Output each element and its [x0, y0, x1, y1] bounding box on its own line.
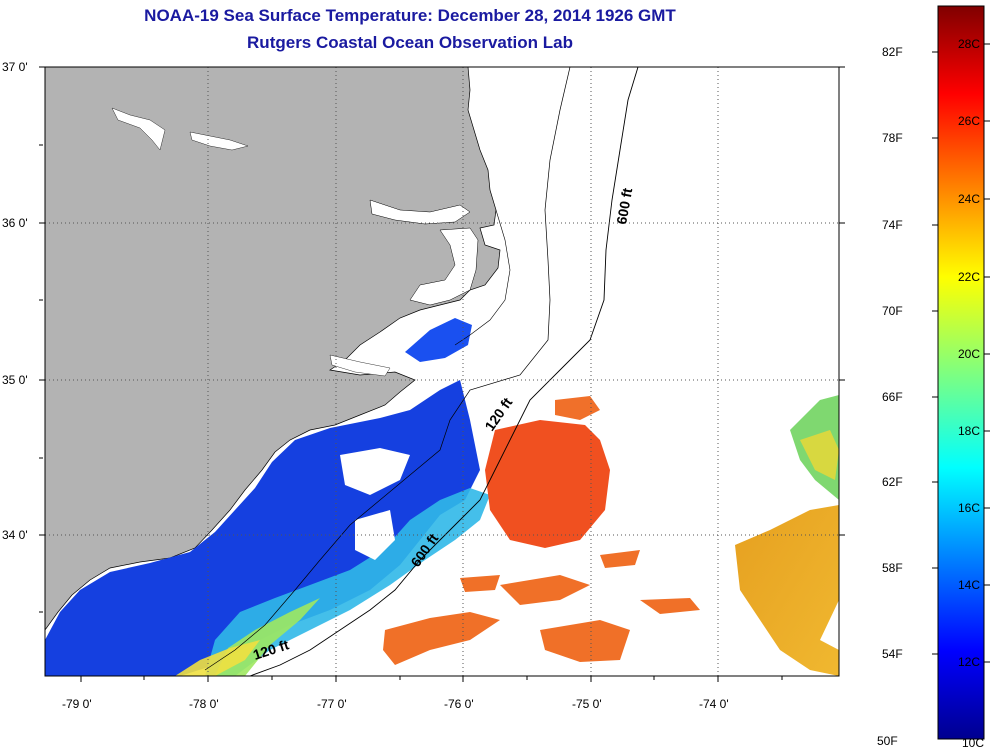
offshore-warm-patch — [735, 505, 839, 676]
lon-label-74: -74 0' — [699, 697, 729, 711]
lat-label-36: 36 0' — [2, 216, 28, 230]
cloud-gap — [340, 448, 410, 495]
map-title: NOAA-19 Sea Surface Temperature: Decembe… — [144, 6, 676, 25]
gulf-stream-patch — [555, 396, 600, 420]
cbar-f-54: 54F — [882, 647, 903, 661]
isobath-600ft-outer — [249, 67, 639, 676]
cloud-gap-2 — [355, 510, 395, 560]
contour-label-600ft-north: 600 ft — [613, 186, 635, 225]
lon-label-79: -79 0' — [62, 697, 92, 711]
colorbar — [937, 5, 985, 740]
cbar-c-18: 18C — [958, 424, 981, 438]
cbar-f-66: 66F — [882, 390, 903, 404]
cbar-f-74: 74F — [882, 218, 903, 232]
cbar-c-24: 24C — [958, 192, 981, 206]
albemarle-sound — [369, 199, 471, 225]
lat-label-35: 35 0' — [2, 373, 28, 387]
offshore-yellow-patch — [800, 430, 839, 480]
outer-banks — [454, 209, 511, 346]
inland-river-3 — [329, 354, 391, 377]
map-subtitle: Rutgers Coastal Ocean Observation Lab — [247, 33, 573, 52]
pamlico-sound — [409, 227, 479, 306]
cbar-f-50: 50F — [877, 734, 898, 748]
isobath-120ft — [204, 67, 571, 671]
cbar-c-10: 10C — [962, 736, 985, 750]
lon-label-76: -76 0' — [444, 697, 474, 711]
yellow-water-band — [175, 640, 260, 676]
inland-river — [111, 107, 166, 151]
plot-frame — [44, 66, 840, 677]
cbar-c-20: 20C — [958, 347, 981, 361]
cbar-f-82: 82F — [882, 45, 903, 59]
cbar-c-22: 22C — [958, 270, 981, 284]
cbar-c-26: 26C — [958, 114, 981, 128]
cbar-c-14: 14C — [958, 578, 981, 592]
warm-patches — [383, 550, 700, 665]
graticule — [45, 67, 839, 676]
axis-ticks — [39, 66, 845, 682]
cbar-c-28: 28C — [958, 37, 981, 51]
lat-label-37: 37 0' — [2, 60, 28, 74]
cold-water-sound — [405, 318, 472, 362]
lon-label-75: -75 0' — [572, 697, 602, 711]
cbar-c-16: 16C — [958, 501, 981, 515]
cbar-f-70: 70F — [882, 304, 903, 318]
cbar-f-58: 58F — [882, 561, 903, 575]
gulf-stream-core — [485, 420, 610, 548]
inland-river-2 — [189, 131, 249, 151]
lon-label-78: -78 0' — [189, 697, 219, 711]
cbar-f-62: 62F — [882, 475, 903, 489]
lat-label-34: 34 0' — [2, 528, 28, 542]
colorbar-ticks — [932, 43, 990, 663]
lon-label-77: -77 0' — [317, 697, 347, 711]
cbar-f-78: 78F — [882, 131, 903, 145]
cbar-c-12: 12C — [958, 655, 981, 669]
